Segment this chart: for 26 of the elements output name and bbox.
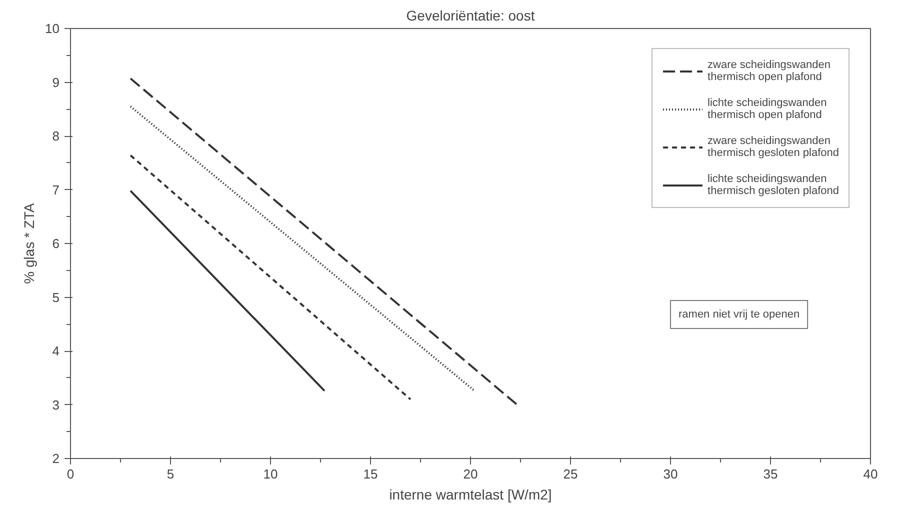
y-tick-label: 2 [52, 451, 60, 466]
x-tick-label: 25 [563, 466, 578, 482]
x-tick-label: 20 [463, 466, 478, 482]
y-tick-label: 3 [52, 397, 60, 412]
y-tick-label: 9 [52, 74, 60, 90]
x-tick-label: 30 [663, 466, 678, 482]
annotation: ramen niet vrij te openen [678, 308, 800, 320]
x-axis-title: interne warmtelast [W/m2] [389, 486, 552, 502]
x-tick-label: 10 [263, 466, 278, 482]
y-tick-label: 8 [52, 128, 60, 144]
chart-title: Geveloriëntatie: oost [406, 8, 535, 24]
y-tick-label: 4 [52, 344, 60, 358]
legend-label: zware scheidingswanden thermisch gesloten plafond [708, 135, 839, 159]
y-tick-label: 10 [45, 21, 60, 36]
legend-label: lichte scheidingswanden thermisch gesloten plafond [708, 173, 839, 197]
x-tick-label: 0 [66, 466, 74, 482]
y-tick-label: 7 [52, 182, 60, 198]
legend-label: lichte scheidingswanden thermisch open plafond [708, 97, 827, 121]
x-tick-label: 35 [763, 466, 778, 482]
y-tick-label: 5 [52, 290, 60, 305]
x-tick-label: 40 [863, 466, 878, 482]
legend-label: zware scheidingswanden thermisch open plafond [708, 59, 830, 83]
x-tick-label: 15 [363, 466, 378, 482]
y-axis-title: % glas * ZTA [21, 202, 38, 284]
x-tick-label: 5 [166, 466, 174, 482]
y-tick-label: 6 [52, 236, 60, 251]
